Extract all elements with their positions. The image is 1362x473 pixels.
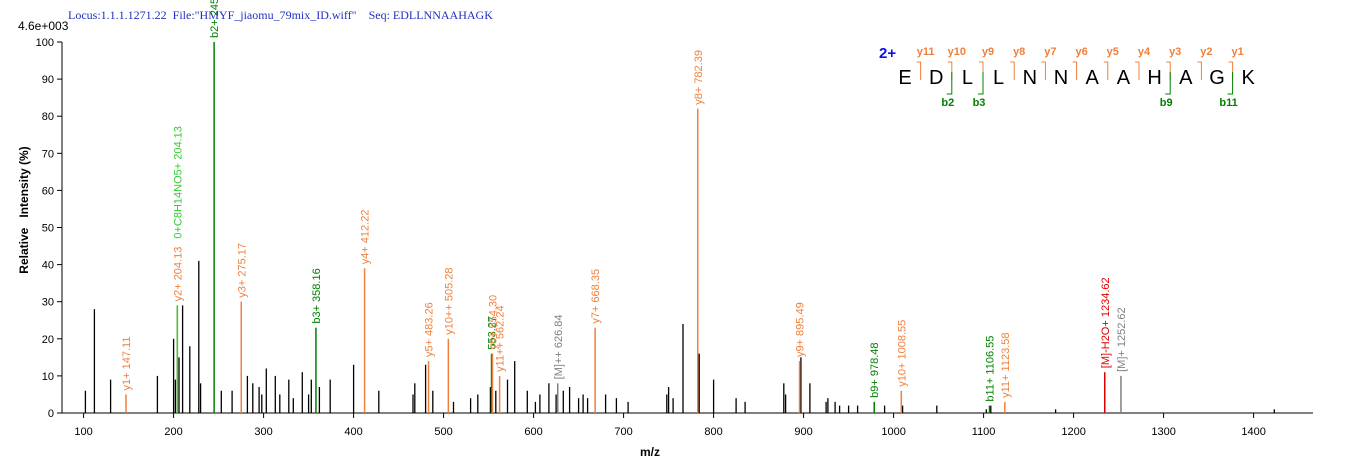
y-tick-label: 30 <box>42 297 54 309</box>
peak-label: 553.27 <box>487 316 499 350</box>
y-ion-bracket <box>916 61 922 80</box>
y-tick-label: 70 <box>42 148 54 160</box>
y-ion-label: y4 <box>1138 46 1151 58</box>
x-axis-label: m/z <box>640 445 660 459</box>
y-tick-label: 20 <box>42 334 54 346</box>
y-tick-label: 10 <box>42 371 54 383</box>
residue: K <box>1242 67 1256 89</box>
residue: A <box>1117 67 1131 89</box>
peak-label: 0+C8H14NO5+ 204.13 <box>172 126 184 239</box>
y-ion-bracket <box>1166 61 1171 80</box>
peak-label: y2+ 204.13 <box>172 247 184 302</box>
peak-label: y11++ 562.24 <box>495 305 507 371</box>
y-ion-label: y3 <box>1169 46 1181 58</box>
b-ion-label: b2 <box>941 97 954 109</box>
y-ion-bracket <box>1135 61 1140 80</box>
y-ion-bracket <box>1072 61 1078 80</box>
y-ion-bracket <box>979 61 984 80</box>
y-ion-bracket <box>1197 61 1202 80</box>
y-ion-label: y7 <box>1044 46 1056 58</box>
b-ion-bracket <box>1165 72 1171 95</box>
residue: N <box>1023 67 1037 89</box>
y-tick-label: 60 <box>42 185 54 197</box>
x-tick-label: 1400 <box>1241 426 1265 438</box>
peak-label: y8+ 782.39 <box>693 50 705 105</box>
x-tick-label: 200 <box>164 426 182 438</box>
x-tick-label: 1200 <box>1061 426 1085 438</box>
peak-label: y10+ 1008.55 <box>896 320 908 387</box>
x-tick-label: 1000 <box>881 426 905 438</box>
residue: G <box>1209 67 1225 89</box>
peak-label: y10++ 505.28 <box>443 268 455 335</box>
x-tick-label: 700 <box>614 426 632 438</box>
peak-label: b2+ 245.0 <box>209 0 221 38</box>
peak-label: [M]+ 1252.62 <box>1116 307 1128 372</box>
b-ion-label: b9 <box>1160 97 1173 109</box>
x-tick-label: 600 <box>524 426 542 438</box>
peak-label: y11+ 1123.58 <box>1000 333 1012 398</box>
peak-label: b11+ 1106.55 <box>984 336 996 402</box>
x-tick-label: 1300 <box>1151 426 1175 438</box>
y-ion-label: y11 <box>917 46 935 58</box>
residue: L <box>993 67 1004 89</box>
residue: E <box>898 67 911 89</box>
y-ion-label: y1 <box>1231 46 1243 58</box>
y-axis-label: Relative Intensity (%) <box>17 146 31 273</box>
b-ion-label: b11 <box>1219 97 1237 109</box>
y-ion-label: y6 <box>1075 46 1087 58</box>
peak-label: y1+ 147.11 <box>121 337 133 391</box>
x-tick-label: 100 <box>74 426 92 438</box>
b-ion-bracket <box>946 72 953 95</box>
peak-label: b3+ 358.16 <box>311 268 323 323</box>
x-tick-label: 400 <box>344 426 362 438</box>
peak-label: [M]-H2O+ 1234.62 <box>1100 277 1112 368</box>
y-ion-label: y2 <box>1200 46 1212 58</box>
header: Locus:1.1.1.1271.22 File:"HMYF_jiaomu_79… <box>68 8 493 22</box>
peak-label: y6+ 554.30 <box>487 295 499 350</box>
y-tick-label: 80 <box>42 111 54 123</box>
y-tick-label: 40 <box>42 260 54 272</box>
peak-label: y9+ 895.49 <box>795 302 807 357</box>
residue: A <box>1086 67 1100 89</box>
y-ion-label: y5 <box>1107 46 1119 58</box>
peak-label: y7+ 668.35 <box>590 269 602 324</box>
y-tick-label: 90 <box>42 74 54 86</box>
residue: H <box>1147 67 1161 89</box>
y-tick-label: 50 <box>42 223 54 235</box>
b-ion-bracket <box>978 72 984 95</box>
peak-label: y4+ 412.22 <box>360 210 372 265</box>
y-ion-label: y9 <box>982 46 994 58</box>
b-ion-label: b3 <box>973 97 986 109</box>
peak-label: y5+ 483.26 <box>424 302 436 357</box>
charge-label: 2+ <box>879 45 896 62</box>
y-tick-label: 0 <box>48 408 54 420</box>
residue: D <box>929 67 943 89</box>
residue: A <box>1179 67 1193 89</box>
b-ion-bracket <box>1227 72 1234 95</box>
y-tick-label: 100 <box>36 37 54 49</box>
y-ion-bracket <box>1228 61 1234 80</box>
y-ion-bracket <box>1103 61 1109 80</box>
x-tick-label: 800 <box>704 426 722 438</box>
y-ion-label: y8 <box>1013 46 1025 58</box>
residue: N <box>1054 67 1068 89</box>
residue: L <box>962 67 973 89</box>
y-ion-bracket <box>1010 61 1015 80</box>
y-ion-bracket <box>947 61 953 80</box>
x-tick-label: 300 <box>254 426 272 438</box>
scale-label: 4.6e+003 <box>18 19 69 33</box>
peak-label: [M]++ 626.84 <box>553 314 565 379</box>
y-ion-label: y10 <box>948 46 966 58</box>
peak-label: y3+ 275.17 <box>236 243 248 298</box>
y-ion-bracket <box>1041 61 1046 80</box>
x-tick-label: 500 <box>434 426 452 438</box>
x-tick-label: 1100 <box>972 426 996 438</box>
x-tick-label: 900 <box>794 426 812 438</box>
peak-label: b9+ 978.48 <box>869 342 881 397</box>
